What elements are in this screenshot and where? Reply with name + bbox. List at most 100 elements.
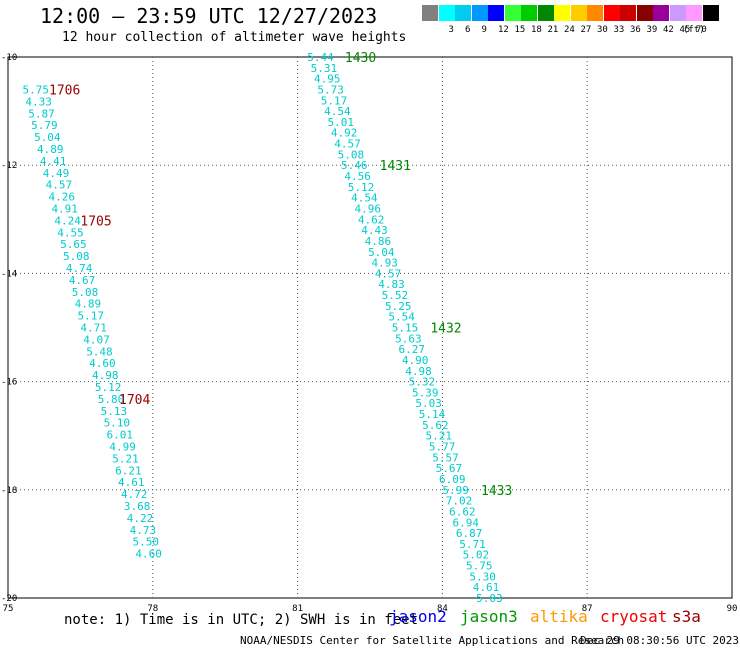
x-tick-label: 75 — [3, 604, 14, 614]
wave-height-value: 5.30 — [469, 570, 496, 583]
wave-height-value: 4.57 — [375, 267, 402, 280]
legend-label: 27 — [580, 25, 592, 35]
legend-swatch — [422, 5, 438, 21]
x-tick-label: 78 — [147, 604, 158, 614]
wave-height-value: 4.98 — [405, 365, 432, 378]
wave-height-value: 6.09 — [439, 473, 466, 486]
plot-frame — [7, 56, 733, 599]
wave-height-value: 4.89 — [37, 143, 64, 156]
y-tick-label: -16 — [1, 378, 17, 388]
wave-height-value: 5.15 — [392, 322, 419, 335]
wave-height-value: 5.75 — [22, 83, 49, 96]
wave-height-value: 5.04 — [368, 246, 395, 259]
legend-label: 30 — [597, 25, 608, 35]
wave-height-value: 5.65 — [60, 238, 87, 251]
wave-height-value: 4.41 — [40, 155, 67, 168]
wave-height-value: 5.73 — [317, 83, 344, 96]
wave-height-value: 6.94 — [453, 516, 480, 529]
wave-height-value: 5.08 — [338, 148, 365, 161]
y-tick-label: -12 — [1, 161, 17, 171]
satellite-cryosat: cryosat — [600, 607, 668, 626]
wave-height-value: 6.21 — [115, 464, 142, 477]
wave-height-value: 4.57 — [46, 179, 72, 192]
legend-label: 21 — [547, 25, 559, 35]
wave-height-value: 5.31 — [311, 62, 338, 75]
legend-swatch — [603, 5, 620, 21]
y-tick-label: -14 — [1, 269, 17, 279]
wave-height-value: 4.49 — [43, 167, 70, 180]
wave-height-value: 4.96 — [355, 202, 382, 215]
legend-label: 15 — [514, 25, 526, 35]
wave-height-value: 6.87 — [456, 527, 483, 540]
wave-height-value: 4.73 — [130, 524, 157, 537]
legend-label: 42 — [663, 25, 674, 35]
legend-swatch — [669, 5, 686, 21]
wave-height-value: 5.52 — [382, 289, 409, 302]
x-tick-label: 87 — [582, 604, 593, 614]
wave-height-value: 5.75 — [466, 560, 493, 573]
wave-height-value: 4.74 — [66, 262, 93, 275]
wave-height-value: 5.25 — [385, 300, 412, 313]
generated-timestamp: Dec 29 08:30:56 UTC 2023 — [580, 634, 739, 647]
wave-height-value: 5.12 — [95, 381, 122, 394]
x-tick-label: 90 — [727, 604, 738, 614]
wave-height-value: 5.44 — [307, 51, 334, 64]
legend-swatch — [554, 5, 570, 21]
wave-height-value: 4.67 — [69, 274, 96, 287]
y-tick-label: -18 — [1, 486, 17, 496]
wave-height-value: 5.17 — [78, 310, 105, 323]
wave-height-value: 5.62 — [422, 419, 449, 432]
wave-height-value: 5.67 — [436, 462, 463, 475]
wave-height-value: 6.01 — [106, 429, 132, 442]
wave-height-value: 5.02 — [463, 549, 490, 562]
wave-height-value: 4.86 — [365, 235, 392, 248]
wave-height-value: 5.80 — [98, 393, 125, 406]
wave-height-value: 5.63 — [395, 332, 422, 345]
satellite-s3a: s3a — [672, 607, 701, 626]
wave-height-value: 4.24 — [54, 214, 81, 227]
legend-label: 39 — [646, 25, 658, 35]
wave-height-value: 5.13 — [101, 405, 128, 418]
wave-height-value: 6.62 — [449, 505, 476, 518]
footer-note: note: 1) Time is in UTC; 2) SWH is in fe… — [64, 612, 419, 628]
wave-height-value: 5.04 — [34, 131, 61, 144]
legend-label: 45 — [679, 25, 691, 35]
wave-height-value: 4.56 — [344, 170, 371, 183]
legend-swatch — [653, 5, 669, 21]
credit-line: NOAA/NESDIS Center for Satellite Applica… — [240, 634, 625, 647]
pass-time-label: 1432 — [430, 322, 461, 337]
wave-height-value: 5.54 — [388, 311, 415, 324]
wave-height-value: 4.54 — [351, 192, 378, 205]
legend-swatch — [438, 5, 455, 21]
legend-swatch — [686, 5, 702, 21]
satellite-altika: altika — [530, 607, 588, 626]
wave-height-value: 4.95 — [314, 73, 341, 86]
pass-time-label: 1705 — [80, 214, 111, 229]
legend-unit: (ft) — [683, 25, 705, 35]
pass-time-label: 1706 — [49, 83, 80, 98]
legend-label: 33 — [613, 25, 625, 35]
wave-height-value: 4.92 — [331, 127, 358, 140]
wave-height-value: 5.21 — [426, 430, 453, 443]
wave-height-value: 4.33 — [25, 95, 52, 108]
legend-swatch — [570, 5, 587, 21]
wave-height-value: 4.07 — [83, 333, 110, 346]
x-tick-label: 81 — [292, 604, 303, 614]
wave-height-value: 4.91 — [51, 202, 78, 215]
wave-height-value: 5.46 — [341, 159, 368, 172]
legend-label: 36 — [630, 25, 641, 35]
chart-title: 12:00 — 23:59 UTC 12/27/2023 — [40, 4, 378, 28]
legend-label: 12 — [498, 25, 509, 35]
wave-height-value: 4.62 — [358, 213, 385, 226]
wave-height-value: 5.50 — [133, 536, 160, 549]
legend-label: 70 — [696, 25, 707, 35]
wave-height-value: 5.14 — [419, 408, 446, 421]
wave-height-value: 7.02 — [446, 495, 473, 508]
wave-height-value: 4.61 — [118, 476, 145, 489]
wave-height-value: 4.90 — [402, 354, 429, 367]
wave-height-value: 3.68 — [124, 500, 151, 513]
legend-swatch — [504, 5, 521, 21]
wave-height-value: 5.12 — [348, 181, 375, 194]
wave-height-value: 4.57 — [334, 138, 361, 151]
wave-height-value: 4.60 — [89, 357, 116, 370]
